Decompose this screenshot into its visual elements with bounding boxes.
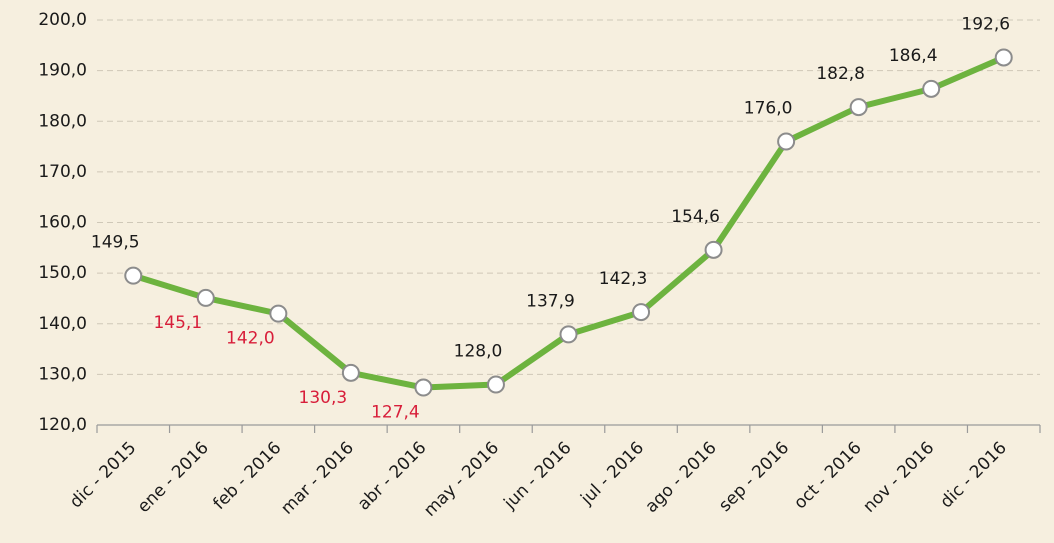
marker bbox=[196, 288, 215, 307]
y-tick-label: 130,0 bbox=[38, 364, 87, 384]
data-label: 142,3 bbox=[599, 269, 648, 289]
marker bbox=[632, 303, 651, 322]
data-label: 192,6 bbox=[961, 14, 1010, 34]
data-label: 186,4 bbox=[889, 46, 938, 66]
marker bbox=[124, 266, 143, 285]
marker bbox=[994, 48, 1013, 67]
marker bbox=[777, 132, 796, 151]
data-label: 182,8 bbox=[816, 64, 865, 84]
data-label: 176,0 bbox=[744, 99, 793, 119]
marker bbox=[341, 363, 360, 382]
y-tick-label: 200,0 bbox=[38, 10, 87, 30]
data-label: 154,6 bbox=[671, 207, 720, 227]
marker bbox=[486, 375, 505, 394]
marker bbox=[559, 325, 578, 344]
y-tick-label: 170,0 bbox=[38, 162, 87, 182]
marker bbox=[704, 240, 723, 259]
data-label: 130,3 bbox=[299, 388, 348, 408]
marker bbox=[922, 79, 941, 98]
y-tick-label: 150,0 bbox=[38, 263, 87, 283]
data-label: 145,1 bbox=[153, 313, 202, 333]
marker bbox=[269, 304, 288, 323]
y-tick-label: 190,0 bbox=[38, 61, 87, 81]
y-tick-label: 140,0 bbox=[38, 314, 87, 334]
y-tick-label: 120,0 bbox=[38, 415, 87, 435]
y-tick-label: 160,0 bbox=[38, 213, 87, 233]
data-label: 149,5 bbox=[91, 233, 140, 253]
y-tick-label: 180,0 bbox=[38, 111, 87, 131]
data-label: 128,0 bbox=[454, 342, 503, 362]
marker bbox=[414, 378, 433, 397]
marker bbox=[849, 98, 868, 117]
data-label: 137,9 bbox=[526, 291, 575, 311]
data-label: 127,4 bbox=[371, 403, 420, 423]
data-label: 142,0 bbox=[226, 329, 275, 349]
